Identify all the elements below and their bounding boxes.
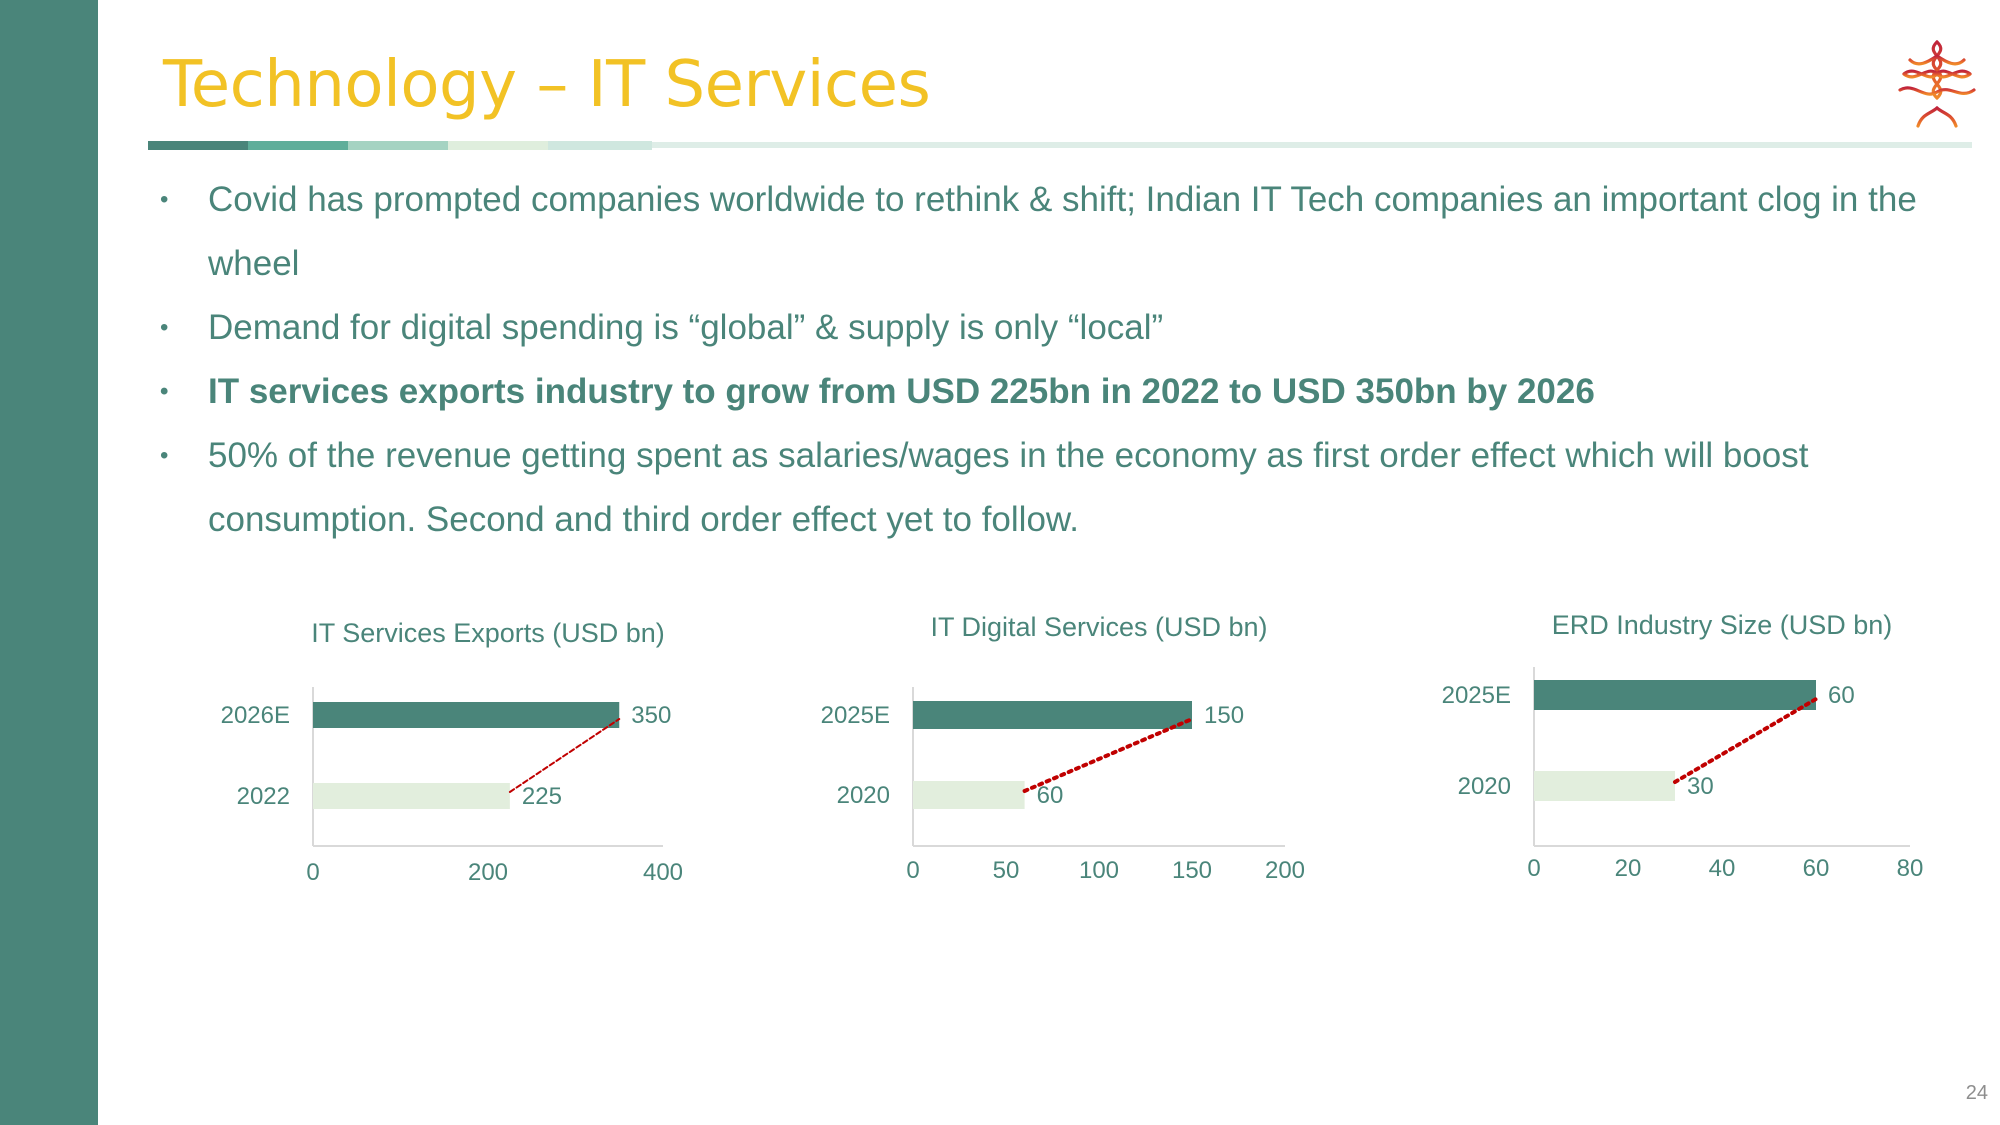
chart-svg: IT Digital Services (USD bn) 2025E 150 2020… <box>821 612 1305 884</box>
x-tick-label: 200 <box>1265 857 1305 884</box>
bar <box>1534 771 1675 801</box>
title-rule-seg-5 <box>548 141 652 150</box>
chart-erd-industry-size: ERD Industry Size (USD bn) 2025E 60 2020 30 0… <box>1400 600 1940 920</box>
data-label: 150 <box>1204 702 1244 729</box>
title-rule-seg-3 <box>348 141 448 150</box>
chart-title: ERD Industry Size (USD bn) <box>1552 610 1893 640</box>
bullet-item: • 50% of the revenue getting spent as sal… <box>160 424 1960 552</box>
chart-svg: IT Services Exports (USD bn) 2026E 350 2022… <box>221 618 683 886</box>
bar <box>313 783 510 809</box>
x-tick-label: 400 <box>643 859 683 886</box>
bullet-item-highlight: • IT services exports industry to grow fr… <box>160 360 1960 424</box>
title-rule-seg-4 <box>448 141 548 150</box>
category-label: 2025E <box>821 702 890 729</box>
title-rule-seg-1 <box>148 141 248 150</box>
data-label: 225 <box>522 783 562 810</box>
x-tick-label: 150 <box>1172 857 1212 884</box>
bullet-text: IT services exports industry to grow fro… <box>208 372 1595 411</box>
bullet-item: • Covid has prompted companies worldwide … <box>160 168 1960 296</box>
bullet-marker: • <box>160 442 169 469</box>
x-tick-label: 20 <box>1615 855 1642 882</box>
chart-it-digital-services: IT Digital Services (USD bn) 2025E 150 2020… <box>790 600 1330 920</box>
x-tick-label: 0 <box>906 857 919 884</box>
x-tick-label: 40 <box>1709 855 1736 882</box>
slide-title: Technology – IT Services <box>163 48 931 122</box>
chart-title: IT Services Exports (USD bn) <box>311 618 665 648</box>
bullet-text: 50% of the revenue getting spent as sala… <box>208 436 1809 539</box>
bullet-list: • Covid has prompted companies worldwide … <box>160 168 1960 552</box>
title-rule-seg-2 <box>248 141 348 150</box>
data-label: 60 <box>1037 782 1064 809</box>
chart-svg: ERD Industry Size (USD bn) 2025E 60 2020 30 0… <box>1442 610 1924 882</box>
x-tick-label: 0 <box>306 859 319 886</box>
category-label: 2020 <box>1458 773 1511 800</box>
bullet-text: Demand for digital spending is “global” … <box>208 308 1164 347</box>
bar <box>1534 680 1816 710</box>
category-label: 2026E <box>221 702 290 729</box>
bullet-item: • Demand for digital spending is “global”… <box>160 296 1960 360</box>
x-tick-label: 80 <box>1897 855 1924 882</box>
x-tick-label: 200 <box>468 859 508 886</box>
bullet-text: Covid has prompted companies worldwide t… <box>208 180 1917 283</box>
trend-line <box>508 718 621 793</box>
bar <box>913 701 1192 729</box>
trend-line <box>1022 717 1194 793</box>
page-number: 24 <box>1965 1082 1988 1104</box>
title-rule-tail <box>652 142 1972 148</box>
category-label: 2022 <box>237 783 290 810</box>
x-tick-label: 0 <box>1527 855 1540 882</box>
x-tick-label: 100 <box>1079 857 1119 884</box>
chart-title: IT Digital Services (USD bn) <box>930 612 1267 642</box>
category-label: 2020 <box>837 782 890 809</box>
celtic-tree-logo <box>1898 40 1976 132</box>
category-label: 2025E <box>1442 682 1511 709</box>
bullet-marker: • <box>160 378 169 405</box>
data-label: 60 <box>1828 682 1855 709</box>
bar <box>913 781 1025 809</box>
left-sidebar-band <box>0 0 98 1125</box>
bar <box>313 702 620 728</box>
x-tick-label: 50 <box>993 857 1020 884</box>
x-tick-label: 60 <box>1803 855 1830 882</box>
data-label: 30 <box>1687 773 1714 800</box>
bullet-marker: • <box>160 186 169 213</box>
trend-line <box>1673 697 1818 784</box>
data-label: 350 <box>631 702 671 729</box>
bullet-marker: • <box>160 314 169 341</box>
chart-it-services-exports: IT Services Exports (USD bn) 2026E 350 2022… <box>190 600 730 920</box>
